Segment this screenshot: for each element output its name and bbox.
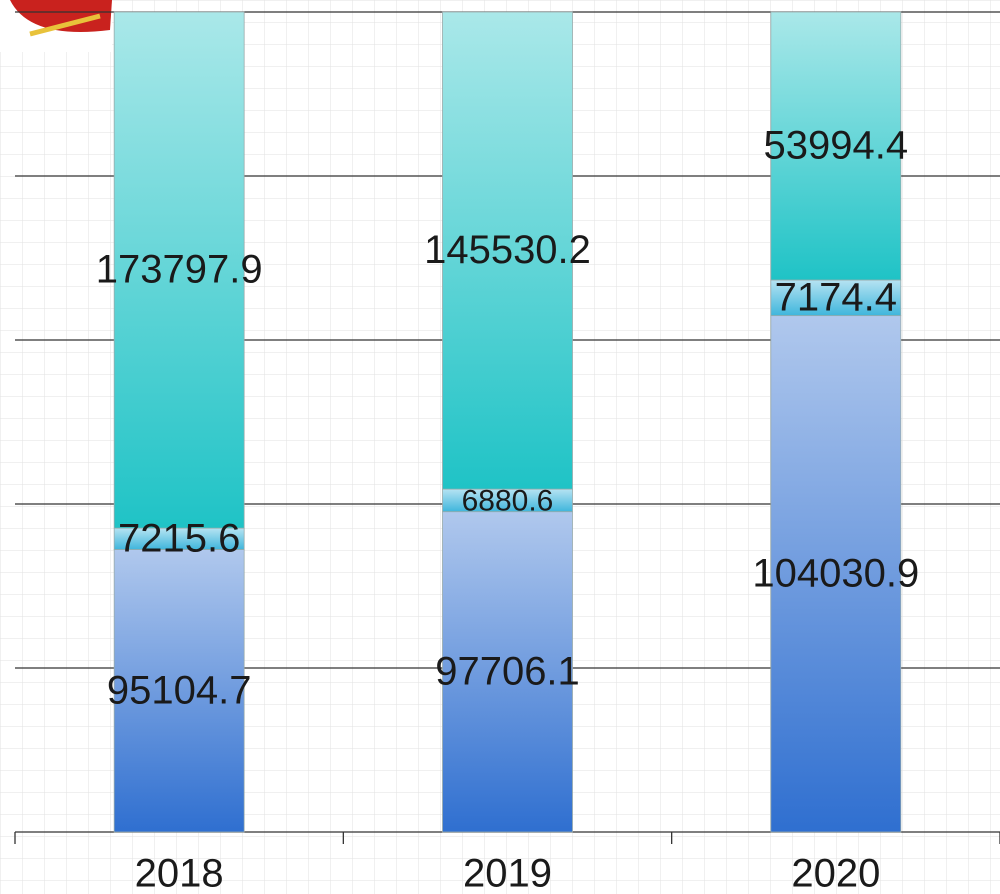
bar-segment: [770, 279, 902, 317]
data-label: 7215.6: [118, 516, 240, 560]
data-label: 95104.7: [107, 668, 252, 712]
data-label: 7174.4: [775, 275, 897, 319]
data-label: 173797.9: [96, 248, 263, 292]
x-tick-label: 2018: [135, 852, 224, 894]
data-label: 97706.1: [435, 649, 580, 693]
logo: [0, 0, 112, 52]
data-label: 6880.6: [462, 484, 554, 517]
bar-segment: [113, 11, 245, 529]
x-tick-label: 2019: [463, 852, 552, 894]
bar-segment: [442, 511, 573, 833]
data-label: 104030.9: [752, 551, 919, 595]
x-tick-label: 2020: [791, 852, 880, 894]
data-label: 53994.4: [764, 124, 909, 168]
bar-segment: [770, 315, 902, 833]
data-label: 145530.2: [424, 228, 591, 272]
bar-segment: [770, 11, 902, 281]
bar-segment: [113, 549, 245, 833]
bar-segment: [442, 11, 573, 490]
